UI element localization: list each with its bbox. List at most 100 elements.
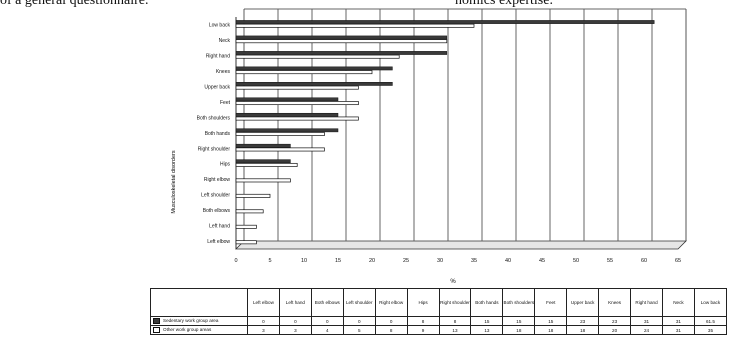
bars <box>235 20 655 245</box>
x-tick-label: 25 <box>403 258 409 264</box>
bar-sedentary <box>235 51 448 55</box>
caption-left: of a general questionnaire. <box>0 0 149 8</box>
x-tick-label: 55 <box>607 258 613 264</box>
table-header-cell: Both shoulders <box>502 288 536 317</box>
bar-other <box>235 132 325 136</box>
table-cell: 13 <box>470 325 504 335</box>
table-cell: 0 <box>342 316 376 326</box>
table-header-row: Left elbow Left hand Both elbows Left shoul… <box>150 288 728 317</box>
table-header-cell: Knees <box>598 288 632 317</box>
x-tick-label: 15 <box>335 258 341 264</box>
category-label: Left elbow <box>207 239 230 245</box>
table-row-label: Other work group areas <box>150 325 248 335</box>
bar-other <box>235 178 291 183</box>
category-label: Neck <box>219 38 231 44</box>
category-label: Both elbows <box>203 208 231 214</box>
x-tick-label: 10 <box>301 258 307 264</box>
table-cell: 3 <box>278 325 312 335</box>
legend-label: Sedentary work group area <box>163 318 219 324</box>
table-cell: 5 <box>342 325 376 335</box>
table-cell: 61.5 <box>693 316 728 326</box>
category-label: Right shoulder <box>198 146 231 152</box>
x-tick-label: 50 <box>573 258 579 264</box>
bar-other <box>235 162 298 167</box>
category-label: Left hand <box>209 224 230 230</box>
table-header-cell: Neck <box>661 288 695 317</box>
x-axis-label: % <box>450 279 456 285</box>
category-labels: Low back Neck Right hand Knees Upper back Fee… <box>197 23 231 246</box>
data-table: Left elbow Left hand Both elbows Left shoul… <box>150 288 728 335</box>
bar-sedentary <box>235 35 448 40</box>
category-label: Feet <box>220 100 231 106</box>
bar-sedentary <box>235 97 339 102</box>
legend-swatch <box>153 318 160 324</box>
bar-other <box>235 23 475 28</box>
table-cell: 18 <box>566 325 600 335</box>
table-cell: 15 <box>534 316 568 326</box>
table-cell: 4 <box>310 325 344 335</box>
bar-other <box>235 101 359 106</box>
bar-other <box>235 39 448 44</box>
bar-other <box>235 70 373 75</box>
table-header-cell: Left hand <box>278 288 312 317</box>
x-tick-label: 35 <box>471 258 477 264</box>
table-cell: 24 <box>630 325 663 335</box>
bar-other <box>235 116 359 121</box>
table-cell: 31 <box>661 316 695 326</box>
table-cell: 15 <box>502 316 536 326</box>
table-header-cell: Hips <box>406 288 440 317</box>
table-header-cell: Left shoulder <box>342 288 376 317</box>
x-tick-label: 5 <box>268 258 271 264</box>
category-label: Both hands <box>205 131 231 137</box>
category-label: Right elbow <box>204 177 231 183</box>
category-label: Left shoulder <box>201 193 230 199</box>
table-cell: 23 <box>598 316 632 326</box>
category-label: Both shoulders <box>197 115 231 121</box>
y-axis-label: Musculoskeletal disorders <box>171 150 177 214</box>
caption-right: nomics expertise. <box>455 0 553 8</box>
table-cell: 8 <box>406 316 440 326</box>
table-row: Other work group areas 3 3 4 5 8 9 13 13 18 18 18 20… <box>150 325 728 335</box>
table-corner-cell <box>150 288 248 317</box>
bar-other <box>235 224 257 229</box>
table-header-cell: Both hands <box>470 288 504 317</box>
bar-other <box>235 193 271 198</box>
bar-sedentary <box>235 82 393 86</box>
x-tick-label: 45 <box>539 258 545 264</box>
table-cell: 0 <box>374 316 408 326</box>
table-body: Sedentary work group area 0 0 0 0 0 8 8 15 15 15 23… <box>150 316 728 335</box>
table-cell: 20 <box>598 325 632 335</box>
category-label: Right hand <box>206 53 230 59</box>
table-header-cell: Right hand <box>630 288 663 317</box>
bar-other <box>235 54 400 59</box>
table-row: Sedentary work group area 0 0 0 0 0 8 8 15 15 15 23… <box>150 316 728 326</box>
table-cell: 18 <box>502 325 536 335</box>
bar-other <box>235 85 359 90</box>
x-tick-label: 30 <box>437 258 443 264</box>
table-cell: 15 <box>470 316 504 326</box>
gridlines <box>277 9 687 241</box>
table-header-cell: Right shoulder <box>438 288 472 317</box>
x-tick-label: 60 <box>641 258 647 264</box>
x-tick-labels: 0 5 10 15 20 25 30 35 40 45 50 55 60 65 <box>234 258 681 264</box>
category-label: Knees <box>216 69 231 75</box>
category-label: Low back <box>209 23 231 29</box>
table-header-cell: Left elbow <box>247 288 280 317</box>
table-cell: 8 <box>374 325 408 335</box>
table-cell: 0 <box>247 316 280 326</box>
table-cell: 13 <box>438 325 472 335</box>
table-row-label: Sedentary work group area <box>150 316 248 326</box>
bar-other <box>235 209 264 214</box>
bar-sedentary <box>235 128 339 133</box>
table-cell: 3 <box>247 325 280 335</box>
bar-sedentary <box>235 143 291 148</box>
bar-sedentary <box>235 66 393 71</box>
x-tick-label: 65 <box>675 258 681 264</box>
bar-other <box>235 240 257 245</box>
bar-other <box>235 147 325 152</box>
bar-sedentary <box>235 112 339 117</box>
table-cell: 18 <box>534 325 568 335</box>
table-header-cell: Both elbows <box>310 288 344 317</box>
table-header-cell: Feet <box>534 288 568 317</box>
